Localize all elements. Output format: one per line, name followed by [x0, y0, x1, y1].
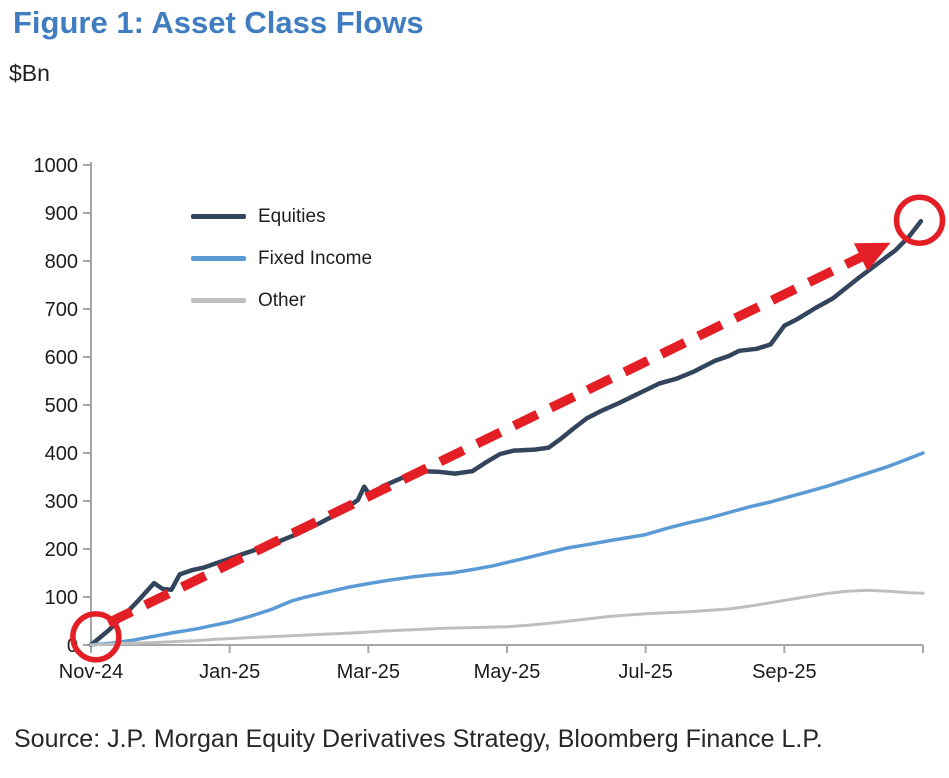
- y-tick-label: 500: [45, 395, 78, 417]
- other-line: [89, 588, 925, 647]
- chart-legend: Equities Fixed Income Other: [191, 206, 372, 332]
- start-highlight-circle: [70, 611, 122, 663]
- legend-item-equities: Equities: [191, 206, 372, 227]
- fixed-income-line-swatch: [191, 256, 246, 261]
- figure-title: Figure 1: Asset Class Flows: [13, 5, 424, 40]
- x-tick-label: Mar-25: [337, 661, 400, 683]
- y-tick-label: 700: [45, 299, 78, 321]
- legend-label-fixed-income: Fixed Income: [258, 247, 373, 269]
- legend-label-other: Other: [258, 289, 306, 311]
- x-tick-label: Jul-25: [618, 661, 672, 683]
- legend-label-equities: Equities: [258, 205, 326, 227]
- other-line-swatch: [191, 298, 246, 303]
- y-tick-label: 300: [45, 491, 78, 513]
- y-tick-label: 400: [45, 443, 78, 465]
- x-tick-label: Nov-24: [59, 661, 123, 683]
- y-tick-label: 900: [45, 203, 78, 225]
- y-tick-label: 800: [45, 251, 78, 273]
- legend-item-fixed-income: Fixed Income: [191, 248, 372, 269]
- equities-line-swatch: [191, 214, 246, 219]
- equities-line: [88, 218, 924, 648]
- y-tick-label: 200: [45, 539, 78, 561]
- x-tick-label: Sep-25: [752, 661, 817, 683]
- x-tick-label: May-25: [474, 661, 541, 683]
- fixed-income-line: [89, 451, 925, 647]
- trend-arrow-dashed-line: [106, 251, 867, 628]
- trend-arrow-head-icon: [853, 242, 891, 272]
- x-tick-label: Jan-25: [199, 661, 260, 683]
- source-attribution: Source: J.P. Morgan Equity Derivatives S…: [14, 725, 823, 753]
- y-tick-label: 1000: [34, 155, 79, 177]
- legend-item-other: Other: [191, 290, 372, 311]
- y-tick-label: 600: [45, 347, 78, 369]
- y-axis-unit-label: $Bn: [9, 60, 50, 86]
- y-tick-label: 100: [45, 587, 78, 609]
- end-highlight-circle: [893, 194, 946, 246]
